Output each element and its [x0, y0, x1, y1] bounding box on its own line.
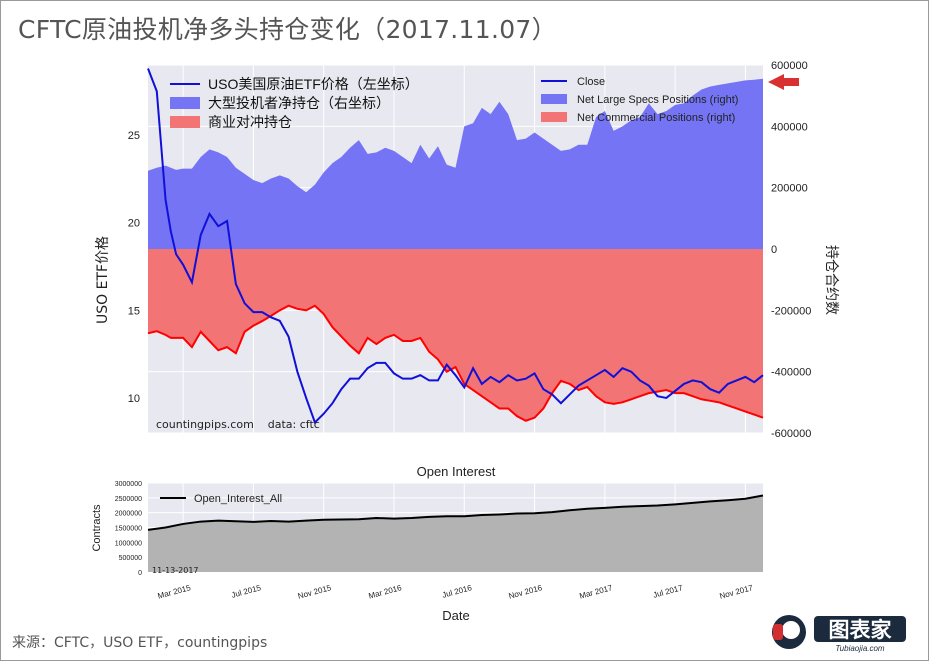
legend-right: Close Net Large Specs Positions (right) Ne… — [541, 76, 738, 124]
right-y-tick-label: -200000 — [771, 305, 811, 317]
date-stamp: 11-13-2017 — [152, 566, 199, 575]
legend-swatch — [541, 112, 567, 122]
oi-y-axis-label: Contracts — [91, 504, 103, 552]
close-price-line — [147, 68, 764, 425]
legend-label: Net Large Specs Positions (right) — [577, 94, 738, 106]
oi-x-axis-label: Date — [442, 608, 469, 623]
left-y-tick-label: 15 — [128, 305, 140, 317]
legend-label: 商业对冲持仓 — [208, 114, 292, 130]
left-y-tick-label: 10 — [128, 393, 140, 405]
oi-x-tick-label: Nov 2016 — [508, 583, 544, 601]
right-y-tick-label: 600000 — [771, 60, 808, 72]
right-y-tick-label: 0 — [771, 244, 777, 256]
net-large-specs-area — [148, 78, 763, 249]
latest-value-arrow — [768, 74, 799, 90]
legend-swatch — [170, 116, 200, 128]
open-interest-area — [148, 495, 763, 572]
open-interest-line — [147, 494, 764, 531]
right-y-tick-label: 200000 — [771, 183, 808, 195]
logo-mascot-icon — [772, 615, 806, 649]
net-commercial-area — [148, 249, 763, 421]
oi-y-tick-label: 2500000 — [115, 496, 142, 503]
legend-swatch — [541, 94, 567, 104]
oi-y-tick-label: 3000000 — [115, 481, 142, 488]
right-y-tick-label: -400000 — [771, 367, 811, 379]
oi-x-tick-label: Jul 2017 — [652, 583, 684, 600]
oi-x-tick-label: Mar 2017 — [578, 583, 614, 601]
left-y-axis-label: USO ETF价格 — [95, 235, 111, 325]
oi-y-tick-label: 2000000 — [115, 511, 142, 518]
oi-x-tick-label: Jul 2015 — [230, 583, 262, 600]
source-note: 来源：CFTC，USO ETF，countingpips — [12, 635, 268, 651]
oi-title: Open Interest — [417, 464, 496, 479]
oi-y-tick-label: 500000 — [119, 555, 142, 562]
logo-subtext: Tubiaojia.com — [835, 644, 885, 653]
oi-legend: Open_Interest_All — [160, 493, 282, 505]
right-y-axis-label: 持仓合约数 — [823, 245, 839, 315]
oi-x-tick-label: Nov 2017 — [719, 583, 755, 601]
right-y-tick-label: 400000 — [771, 121, 808, 133]
left-y-ticks: 10 15 20 25 — [128, 130, 140, 405]
logo: 图表家 Tubiaojia.com — [772, 615, 906, 653]
legend-swatch — [170, 97, 200, 109]
right-y-ticks: -600000 -400000 -200000 0 200000 400000 600000 — [771, 60, 811, 440]
right-y-tick-label: -600000 — [771, 428, 811, 440]
oi-x-tick-label: Nov 2015 — [297, 583, 333, 601]
page-title: CFTC原油投机净多头持仓变化（2017.11.07） — [18, 15, 557, 44]
logo-text: 图表家 — [829, 618, 893, 642]
oi-x-tick-label: Jul 2016 — [441, 583, 473, 600]
oi-x-tick-label: Mar 2015 — [157, 583, 193, 601]
watermark-text: countingpips.com data: cftc — [156, 418, 320, 431]
legend-label: 大型投机者净持仓（右坐标） — [208, 95, 390, 111]
oi-x-tick-label: Mar 2016 — [368, 583, 404, 601]
oi-y-ticks: 0 500000 1000000 1500000 2000000 2500000 30000… — [115, 481, 142, 577]
oi-x-ticks: Mar 2015 Jul 2015 Nov 2015 Mar 2016 Jul 2016… — [157, 583, 755, 601]
legend-label: Close — [577, 76, 605, 88]
oi-y-tick-label: 1500000 — [115, 526, 142, 533]
left-y-tick-label: 25 — [128, 130, 140, 142]
oi-y-tick-label: 0 — [138, 570, 142, 577]
legend-label: USO美国原油ETF价格（左坐标） — [208, 76, 419, 92]
legend-label: Open_Interest_All — [194, 493, 282, 505]
legend-left: USO美国原油ETF价格（左坐标） 大型投机者净持仓（右坐标） 商业对冲持仓 — [170, 76, 419, 130]
legend-label: Net Commercial Positions (right) — [577, 112, 735, 124]
left-y-tick-label: 20 — [128, 218, 140, 230]
oi-y-tick-label: 1000000 — [115, 540, 142, 547]
